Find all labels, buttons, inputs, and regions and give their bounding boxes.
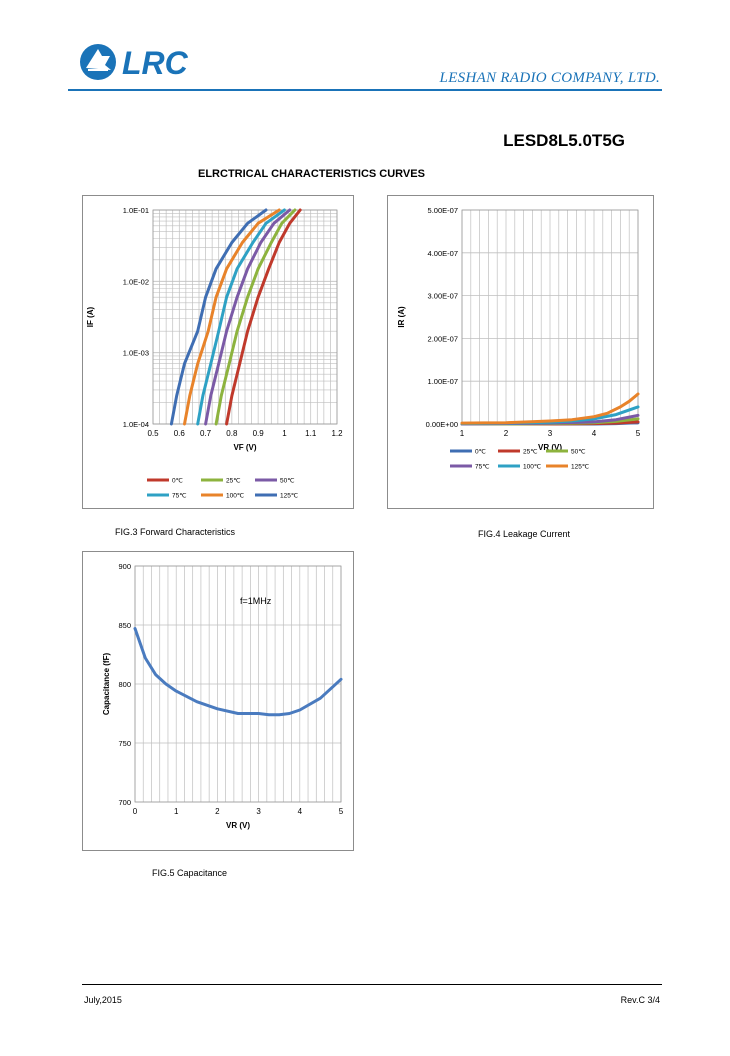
- x-tick-label: 1: [460, 429, 465, 438]
- part-number: LESD8L5.0T5G: [503, 131, 625, 150]
- footer-date: July,2015: [84, 995, 122, 1005]
- chart-annotation: f=1MHz: [240, 596, 272, 606]
- y-tick-label: 5.00E-07: [428, 206, 458, 215]
- y-tick-label: 1.00E-07: [428, 377, 458, 386]
- x-tick-label: 0.5: [147, 429, 159, 438]
- x-tick-label: 4: [298, 807, 303, 816]
- x-tick-label: 3: [256, 807, 261, 816]
- plot-area-frame: [152, 209, 338, 425]
- legend-label: 0℃: [475, 449, 487, 456]
- x-tick-label: 0: [133, 807, 138, 816]
- x-tick-label: 3: [548, 429, 553, 438]
- legend-label: 25℃: [523, 449, 538, 456]
- legend-label: 50℃: [571, 449, 586, 456]
- series-line-5: [169, 208, 268, 426]
- y-tick-label: 4.00E-07: [428, 249, 458, 258]
- x-tick-label: 1: [282, 429, 287, 438]
- section-title: ELRCTRICAL CHARACTERISTICS CURVES: [198, 168, 425, 180]
- x-axis-label: VF (V): [233, 443, 256, 452]
- chart-panel-capacitance: 0 1 2 3 4 5 700 750 800 850 900 VR (V) Capacitance (…: [82, 551, 354, 851]
- chart-panel-forward: 0.5 0.6 0.7 0.8 0.9 1 1.1 1.2 1.0E-04 1.0E-03 1.0E…: [82, 195, 354, 509]
- y-axis-label: IF (A): [86, 306, 95, 327]
- y-axis-label: IR (A): [397, 306, 406, 328]
- y-tick-label: 1.0E-01: [123, 206, 149, 215]
- header-rule: [68, 89, 662, 91]
- y-tick-label: 700: [118, 798, 131, 807]
- legend-label: 100℃: [226, 493, 245, 500]
- x-tick-label: 5: [636, 429, 641, 438]
- leakage-current-chart: 1 2 3 4 5 0.00E+00 1.00E-07 2.00E-07 3.00E-07 4.0…: [397, 206, 641, 471]
- y-tick-label: 1.0E-04: [123, 420, 149, 429]
- x-tick-label: 1: [174, 807, 179, 816]
- lrc-logo: LRC: [80, 44, 189, 81]
- caption-fig4: FIG.4 Leakage Current: [478, 529, 571, 539]
- x-tick-label: 0.8: [226, 429, 238, 438]
- legend-label: 125℃: [571, 464, 590, 471]
- series-line-2: [204, 208, 292, 426]
- caption-fig5: FIG.5 Capacitance: [152, 868, 228, 878]
- legend-label: 100℃: [523, 464, 542, 471]
- x-axis-label: VR (V): [226, 821, 250, 830]
- y-tick-label: 1.0E-02: [123, 277, 149, 286]
- series-line-4: [183, 208, 281, 426]
- y-tick-label: 2.00E-07: [428, 334, 458, 343]
- legend-label: 75℃: [172, 493, 187, 500]
- y-tick-label: 800: [118, 680, 131, 689]
- series-line-3: [196, 208, 286, 426]
- logo-text: LRC: [122, 45, 189, 81]
- footer-revision: Rev.C 3/4: [620, 995, 660, 1005]
- x-tick-label: 5: [339, 807, 344, 816]
- y-axis-label: Capacitance (fF): [102, 653, 111, 716]
- series-line-0: [225, 208, 302, 426]
- x-tick-label: 4: [592, 429, 597, 438]
- x-tick-label: 0.6: [174, 429, 186, 438]
- x-tick-label: 2: [215, 807, 220, 816]
- x-tick-label: 1.2: [331, 429, 343, 438]
- legend-label: 25℃: [226, 478, 241, 485]
- series-line-5: [460, 392, 640, 425]
- plot-area-frame: [134, 565, 342, 803]
- y-tick-label: 850: [118, 621, 131, 630]
- legend-label: 0℃: [172, 478, 184, 485]
- legend-label: 50℃: [280, 478, 295, 485]
- y-tick-label: 900: [118, 562, 131, 571]
- x-tick-label: 1.1: [305, 429, 317, 438]
- x-axis-label: VR (V): [538, 443, 562, 452]
- y-tick-label: 1.0E-03: [123, 349, 149, 358]
- company-name: LESHAN RADIO COMPANY, LTD.: [439, 70, 660, 86]
- capacitance-chart: 0 1 2 3 4 5 700 750 800 850 900 VR (V) Capacitance (…: [102, 562, 344, 830]
- series-line-0: [133, 627, 343, 717]
- legend-label: 125℃: [280, 493, 299, 500]
- y-tick-label: 0.00E+00: [426, 420, 458, 429]
- x-tick-label: 0.9: [253, 429, 265, 438]
- forward-characteristics-chart: 0.5 0.6 0.7 0.8 0.9 1 1.1 1.2 1.0E-04 1.0E-03 1.0E…: [86, 206, 343, 500]
- y-tick-label: 750: [118, 739, 131, 748]
- legend-label: 75℃: [475, 464, 490, 471]
- caption-fig3: FIG.3 Forward Characteristics: [115, 527, 236, 537]
- chart-panel-leakage: 1 2 3 4 5 0.00E+00 1.00E-07 2.00E-07 3.00E-07 4.0…: [387, 195, 654, 509]
- x-tick-label: 0.7: [200, 429, 212, 438]
- footer-rule: [82, 984, 662, 985]
- y-tick-label: 3.00E-07: [428, 292, 458, 301]
- x-tick-label: 2: [504, 429, 509, 438]
- series-line-1: [214, 208, 297, 426]
